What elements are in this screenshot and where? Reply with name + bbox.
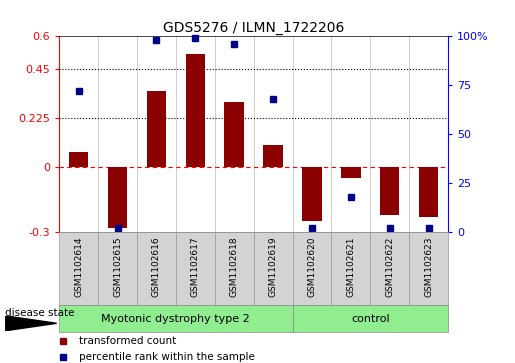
Bar [263, 145, 283, 167]
Bar [380, 167, 400, 215]
Text: Myotonic dystrophy type 2: Myotonic dystrophy type 2 [101, 314, 250, 323]
Text: percentile rank within the sample: percentile rank within the sample [79, 352, 254, 362]
Bar [137, 232, 176, 305]
Bar [176, 232, 215, 305]
Bar [293, 305, 448, 332]
Text: GSM1102620: GSM1102620 [307, 237, 316, 297]
Bar [59, 232, 98, 305]
Bar [59, 305, 293, 332]
Text: GSM1102619: GSM1102619 [269, 237, 278, 298]
Bar [253, 232, 293, 305]
Text: control: control [351, 314, 389, 323]
Bar [69, 152, 89, 167]
Bar [409, 232, 448, 305]
Bar [185, 54, 205, 167]
Bar [370, 232, 409, 305]
Text: GSM1102623: GSM1102623 [424, 237, 433, 297]
Bar [332, 232, 370, 305]
Bar [293, 232, 332, 305]
Text: GSM1102614: GSM1102614 [74, 237, 83, 297]
Bar [302, 167, 322, 221]
Title: GDS5276 / ILMN_1722206: GDS5276 / ILMN_1722206 [163, 21, 345, 35]
Bar [108, 167, 127, 228]
Text: transformed count: transformed count [79, 336, 176, 346]
Text: GSM1102617: GSM1102617 [191, 237, 200, 298]
Text: GSM1102615: GSM1102615 [113, 237, 122, 298]
Bar [225, 102, 244, 167]
Bar [419, 167, 438, 217]
Bar [147, 91, 166, 167]
Bar [98, 232, 137, 305]
Polygon shape [5, 316, 57, 331]
Text: disease state: disease state [5, 307, 75, 318]
Text: GSM1102621: GSM1102621 [347, 237, 355, 297]
Bar [215, 232, 253, 305]
Text: GSM1102622: GSM1102622 [385, 237, 394, 297]
Bar [341, 167, 360, 178]
Text: GSM1102618: GSM1102618 [230, 237, 238, 298]
Text: GSM1102616: GSM1102616 [152, 237, 161, 298]
